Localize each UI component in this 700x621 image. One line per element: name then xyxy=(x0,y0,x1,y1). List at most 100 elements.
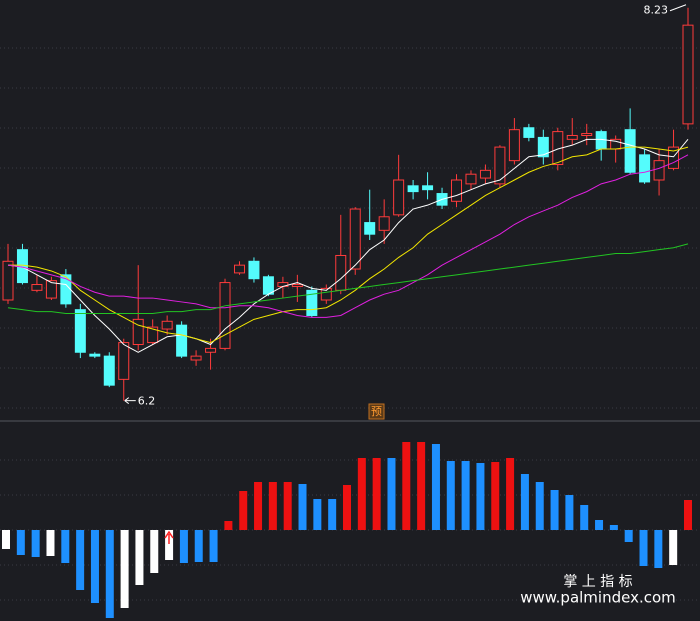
watermark-url: www.palmindex.com xyxy=(520,589,676,607)
candle-body xyxy=(291,284,303,287)
candle-body xyxy=(393,179,405,216)
candle-body xyxy=(176,324,188,357)
candle-body xyxy=(205,347,217,353)
macd-bar xyxy=(609,525,618,530)
candle-body xyxy=(407,185,419,193)
macd-bar xyxy=(402,442,411,530)
candle-body xyxy=(364,222,376,235)
macd-bar xyxy=(580,505,589,530)
high-label: 8.23 xyxy=(644,4,669,17)
candle-body xyxy=(118,342,130,380)
macd-bar xyxy=(31,530,40,557)
macd-bar xyxy=(328,499,337,530)
high-arrow xyxy=(669,4,687,12)
candle-body xyxy=(653,160,665,181)
macd-bar xyxy=(387,458,396,530)
macd-bar xyxy=(595,520,604,530)
macd-bar xyxy=(431,444,440,530)
candle-body xyxy=(422,185,434,191)
candle-body xyxy=(320,287,332,301)
macd-bar xyxy=(46,530,55,556)
candle-body xyxy=(494,146,506,185)
candle-body xyxy=(132,318,144,346)
macd-bar xyxy=(357,458,366,530)
macd-bar xyxy=(165,530,174,560)
candle-body xyxy=(465,173,477,185)
candle-body xyxy=(451,179,463,202)
macd-bar xyxy=(209,530,218,562)
macd-bar xyxy=(520,474,529,530)
candle-body xyxy=(147,326,159,344)
signal-arrow xyxy=(164,530,174,544)
candle-body xyxy=(103,355,115,386)
ma-line xyxy=(8,146,689,344)
macd-bar xyxy=(565,495,574,530)
macd-bar xyxy=(372,458,381,530)
candle-body xyxy=(624,129,636,173)
candle-body xyxy=(306,289,318,316)
candle-body xyxy=(508,129,520,162)
candle-body xyxy=(335,254,347,291)
macd-bar xyxy=(224,521,233,530)
low-label: 6.2 xyxy=(138,395,156,408)
candle-body xyxy=(668,146,680,169)
candle-body xyxy=(566,134,578,140)
candle-body xyxy=(190,355,202,361)
macd-bar xyxy=(268,482,277,530)
candle-body xyxy=(639,154,651,183)
macd-bar xyxy=(76,530,85,590)
candle-body xyxy=(248,260,260,280)
macd-bar xyxy=(654,530,663,568)
macd-bar xyxy=(135,530,144,585)
macd-bar xyxy=(61,530,70,563)
marker-box xyxy=(368,403,385,420)
macd-bar xyxy=(506,458,515,530)
macd-bar xyxy=(417,442,426,530)
macd-bar xyxy=(639,530,648,566)
macd-bar xyxy=(476,463,485,530)
candle-body xyxy=(89,353,101,357)
macd-bar xyxy=(2,530,10,549)
macd-bar xyxy=(669,530,678,565)
candle-body xyxy=(161,320,173,330)
macd-bar xyxy=(461,461,470,530)
macd-bar xyxy=(105,530,114,618)
candle-body xyxy=(45,280,57,299)
macd-bar xyxy=(254,482,263,530)
macd-bar xyxy=(120,530,129,608)
ma-line xyxy=(7,138,689,353)
macd-bar xyxy=(313,499,322,530)
candle-body xyxy=(2,260,14,301)
ma-line xyxy=(7,243,689,315)
macd-bar xyxy=(550,490,559,530)
candle-body xyxy=(31,284,43,291)
macd-bar xyxy=(446,461,455,530)
candle-body xyxy=(74,309,86,353)
candle-body xyxy=(378,216,390,231)
macd-bar xyxy=(535,482,544,530)
ma-line xyxy=(7,154,689,318)
candle-body xyxy=(262,276,274,295)
marker-label: 预 xyxy=(371,405,382,418)
macd-bar xyxy=(298,484,307,530)
candle-body xyxy=(349,208,361,270)
macd-bar xyxy=(179,530,188,563)
macd-bar xyxy=(90,530,99,603)
candle-body xyxy=(233,264,245,274)
macd-bar xyxy=(343,485,351,530)
candle-body xyxy=(581,133,593,136)
candle-body xyxy=(219,282,231,349)
macd-bar xyxy=(150,530,159,573)
candle-body xyxy=(682,24,694,125)
candle-body xyxy=(523,127,535,138)
macd-bar xyxy=(491,462,500,530)
low-arrowhead xyxy=(124,397,130,405)
macd-bar xyxy=(624,530,633,542)
watermark-title: 掌 上 指 标 xyxy=(563,574,632,590)
macd-bar xyxy=(684,500,692,530)
macd-bar xyxy=(283,482,292,530)
macd-bar xyxy=(16,530,25,555)
candle-body xyxy=(479,169,491,179)
